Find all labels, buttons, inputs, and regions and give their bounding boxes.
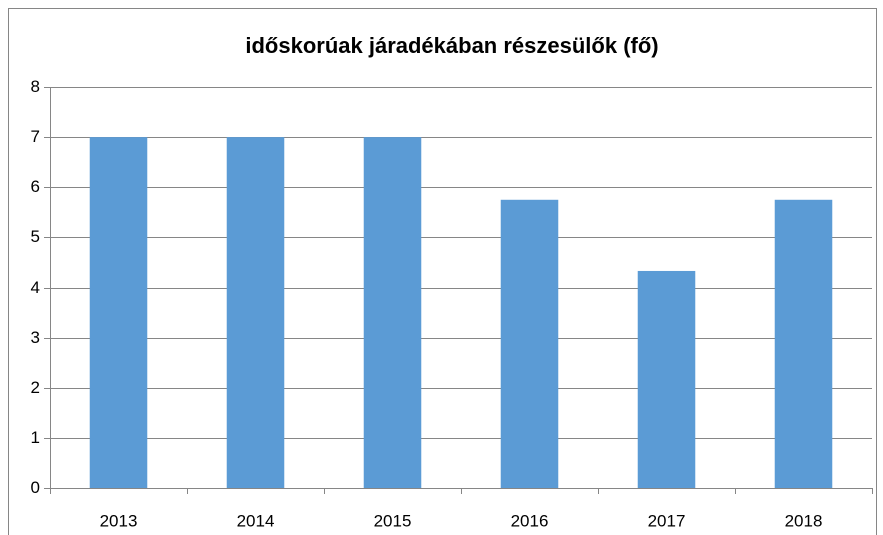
y-tick-label: 4: [31, 278, 40, 297]
y-tick-label: 5: [31, 227, 40, 246]
bar: [500, 199, 559, 488]
x-tick-label: 2016: [511, 511, 549, 530]
y-tick-label: 0: [31, 478, 40, 497]
bar: [363, 137, 422, 488]
y-tick-label: 3: [31, 328, 40, 347]
x-tick-label: 2013: [100, 511, 138, 530]
chart-border: [8, 8, 877, 535]
bar: [89, 137, 148, 488]
y-tick-label: 6: [31, 177, 40, 196]
y-tick-label: 7: [31, 127, 40, 146]
x-tick-label: 2017: [648, 511, 686, 530]
chart-title: időskorúak járadékában részesülők (fő): [245, 33, 658, 58]
bar: [226, 137, 285, 488]
y-tick-label: 8: [31, 77, 40, 96]
y-tick-label: 1: [31, 428, 40, 447]
bar: [774, 199, 833, 488]
bar: [637, 270, 696, 488]
y-tick-label: 2: [31, 378, 40, 397]
x-tick-label: 2015: [374, 511, 412, 530]
x-tick-label: 2018: [785, 511, 823, 530]
x-tick-label: 2014: [237, 511, 275, 530]
